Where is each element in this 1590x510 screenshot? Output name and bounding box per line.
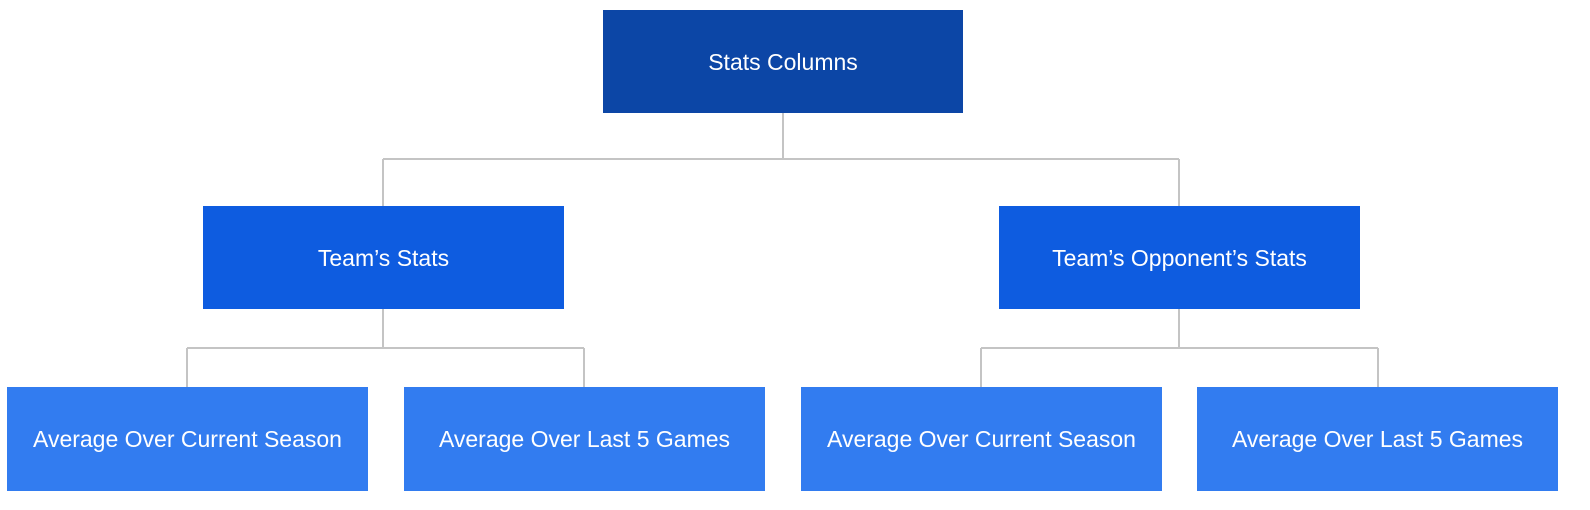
node-label: Average Over Current Season (33, 426, 342, 452)
connector-team-to-children (186, 309, 585, 387)
node-opponent-avg-last-5-games: Average Over Last 5 Games (1197, 387, 1558, 491)
node-label: Average Over Current Season (827, 426, 1136, 452)
node-label: Team’s Stats (317, 244, 450, 271)
connector-opponent-to-children (980, 309, 1379, 387)
node-team-avg-last-5-games: Average Over Last 5 Games (404, 387, 765, 491)
node-stats-columns: Stats Columns (603, 10, 963, 113)
node-label: Average Over Last 5 Games (1231, 426, 1524, 452)
node-opponent-avg-current-season: Average Over Current Season (801, 387, 1162, 491)
node-team-avg-current-season: Average Over Current Season (7, 387, 368, 491)
node-label: Stats Columns (708, 48, 858, 75)
node-teams-stats: Team’s Stats (203, 206, 564, 309)
connector-root-to-level1 (382, 113, 1180, 206)
node-label: Average Over Last 5 Games (438, 426, 731, 452)
node-opponents-stats: Team’s Opponent’s Stats (999, 206, 1360, 309)
node-label: Team’s Opponent’s Stats (1052, 244, 1307, 271)
